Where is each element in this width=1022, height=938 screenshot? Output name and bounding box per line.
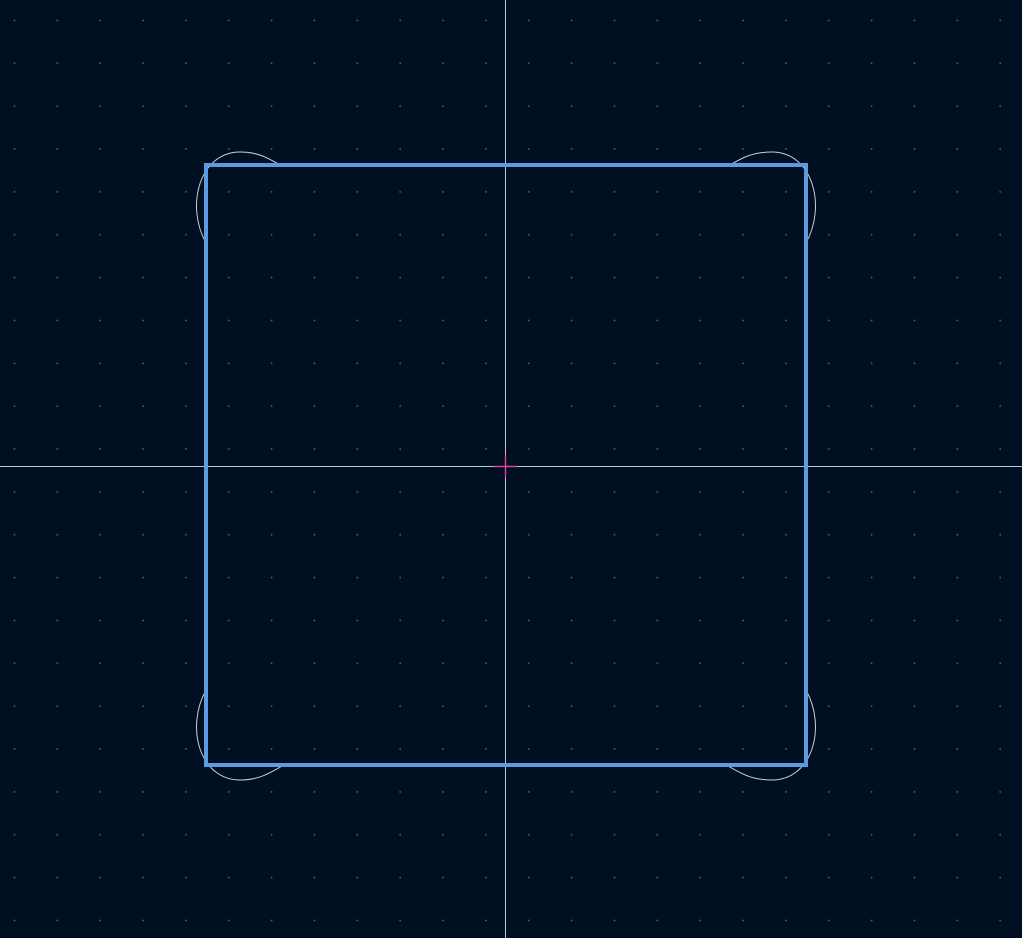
- fillet-top-left[interactable]: [196, 151, 281, 244]
- rectangle-outline[interactable]: [204, 163, 808, 767]
- corner-fillet-previews: [196, 151, 816, 781]
- crosshair-icon: [494, 455, 517, 478]
- fillet-bottom-right[interactable]: [727, 689, 816, 781]
- fillet-top-right[interactable]: [729, 151, 816, 244]
- fillet-bottom-left[interactable]: [196, 689, 283, 781]
